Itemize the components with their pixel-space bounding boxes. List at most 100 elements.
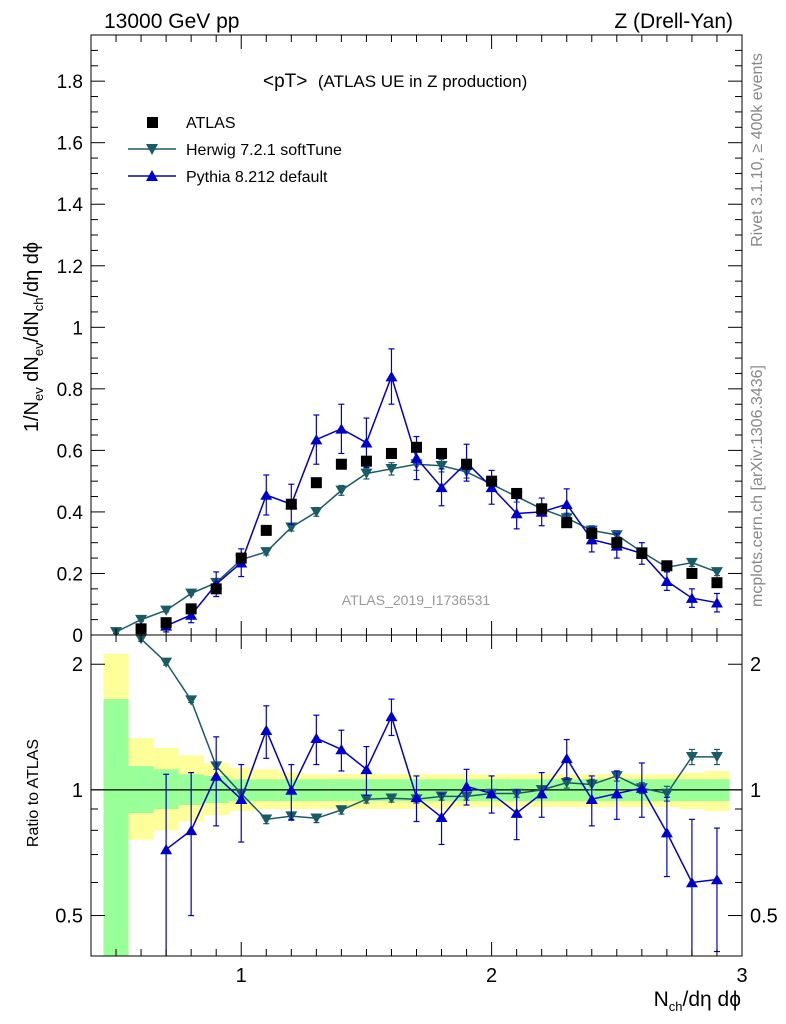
ratio-herwig-point: [360, 794, 373, 805]
ratio-pythia-point: [610, 788, 623, 799]
ratio-herwig-point: [185, 695, 198, 706]
main-herwig-point: [310, 507, 323, 518]
main-atlas-point: [586, 527, 598, 539]
ratio-herwig-point: [160, 657, 173, 668]
rivet-label: Rivet 3.1.10, ≥ 400k events: [749, 53, 766, 247]
main-herwig-point: [285, 522, 298, 533]
legend-marker-pythia: [146, 170, 158, 181]
main-atlas-point: [210, 583, 222, 595]
main-atlas-point: [536, 503, 548, 515]
main-pythia-point: [710, 597, 723, 608]
band-inner-bin: [103, 699, 129, 956]
ratio-pythia-point: [460, 780, 473, 792]
main-atlas-point: [260, 524, 272, 536]
main-herwig-point: [185, 588, 198, 599]
xlabel-part-1: N: [654, 988, 669, 1011]
ratio-pythia-point: [535, 788, 548, 799]
main-pythia-point: [660, 575, 673, 586]
ratio-pythia-point: [410, 791, 423, 803]
main-y-tick-label: 0.6: [57, 441, 83, 462]
legend: ATLAS Herwig 7.2.1 softTune Pythia 8.212…: [128, 115, 342, 186]
main-atlas-point: [285, 498, 297, 510]
ylabel-part-2: dN: [21, 356, 43, 387]
main-atlas-point: [310, 477, 322, 489]
ratio-pythia-point: [360, 763, 373, 775]
plot-title: <pT> (ATLAS UE in Z production): [263, 71, 527, 92]
ratio-herwig-point: [310, 813, 323, 824]
header-process: Z (Drell-Yan): [614, 10, 733, 33]
main-atlas-point: [160, 617, 172, 629]
ratio-pythia-point: [485, 788, 498, 799]
legend-label-herwig: Herwig 7.2.1 softTune: [186, 142, 342, 159]
mcplots-label: mcplots.cern.ch [arXiv:1306.3436]: [749, 365, 766, 607]
main-pythia-point: [310, 434, 323, 445]
xlabel-part-2: /dη dϕ: [683, 988, 741, 1011]
ratio-y-tick-label-right: 0.5: [750, 906, 778, 928]
main-y-tick-label: 0.2: [57, 564, 83, 585]
ratio-pythia-point: [710, 874, 723, 885]
main-pythia-point: [435, 481, 448, 493]
ratio-pythia-point: [510, 807, 523, 818]
ratio-pythia-point: [585, 793, 598, 804]
ylabel-sub-ev-2: ev: [31, 342, 46, 356]
ratio-pythia-point: [635, 782, 648, 793]
ratio-herwig-point: [560, 777, 573, 789]
main-pythia-point: [585, 534, 598, 545]
main-y-tick-label: 0.4: [57, 503, 84, 524]
legend-marker-herwig: [146, 144, 158, 155]
main-pythia-point: [485, 481, 498, 493]
header-collision: 13000 GeV pp: [104, 10, 239, 33]
main-herwig-clipped: [110, 457, 723, 635]
ylabel-sub-ch: ch: [31, 298, 46, 312]
main-pythia-point: [360, 437, 373, 448]
main-atlas-point: [360, 455, 372, 467]
ratio-pythia-point: [185, 824, 198, 836]
main-atlas-point: [486, 475, 498, 487]
ratio-pythia-point: [235, 793, 248, 804]
main-y-tick-label: 1.6: [57, 134, 83, 155]
main-atlas-point: [185, 603, 197, 615]
ylabel-part-1: 1/N: [21, 401, 43, 432]
main-pythia-point: [260, 489, 273, 500]
main-y-tick-label: 1: [72, 318, 83, 339]
ratio-pythia-point: [560, 752, 573, 764]
main-pythia-point: [560, 498, 573, 510]
ylabel-part-3: /dN: [21, 311, 43, 342]
main-atlas-point: [436, 447, 448, 459]
data-series: [110, 348, 723, 956]
ratio-y-tick-label: 2: [72, 654, 83, 676]
main-herwig-point: [435, 460, 448, 472]
main-herwig-point: [260, 547, 273, 558]
ratio-y-axis-label: Ratio to ATLAS: [25, 739, 42, 847]
ratio-x-tick-label: 1: [236, 965, 247, 987]
ratio-x-tick-label: 2: [486, 965, 497, 987]
ratio-herwig-point: [260, 814, 273, 825]
ratio-y-tick-label: 0.5: [55, 906, 83, 928]
main-atlas-point: [611, 537, 623, 549]
ratio-y-tick-label-right: 2: [750, 654, 761, 676]
main-atlas-point: [711, 577, 723, 589]
analysis-watermark: ATLAS_2019_I1736531: [342, 592, 491, 608]
ylabel-sub-ev-1: ev: [31, 387, 46, 401]
title-main: <pT>: [263, 71, 307, 92]
main-pythia-clipped: [160, 348, 723, 633]
ratio-herwig-point: [710, 752, 723, 763]
ratio-pythia-point: [685, 877, 698, 888]
main-herwig-point: [135, 614, 148, 626]
main-atlas-point: [411, 441, 422, 453]
ratio-y-tick-label-right: 1: [750, 780, 761, 802]
ratio-x-tick-label: 3: [736, 965, 747, 987]
main-pythia-point: [385, 371, 398, 382]
main-pythia-point: [335, 423, 348, 434]
main-atlas-point: [661, 560, 673, 572]
main-atlas-point: [385, 447, 397, 459]
upper-y-axis-label: 1/Nev dNev/dNch/dη dϕ: [21, 242, 46, 432]
main-atlas-point: [461, 458, 473, 470]
legend-marker-atlas: [147, 117, 158, 128]
main-atlas-point: [335, 458, 347, 470]
main-herwig-point: [335, 485, 348, 496]
title-sub: (ATLAS UE in Z production): [318, 72, 527, 91]
ratio-herwig-point: [660, 788, 673, 799]
main-y-tick-label: 0: [72, 626, 83, 647]
ratio-y-tick-label: 1: [72, 780, 83, 802]
